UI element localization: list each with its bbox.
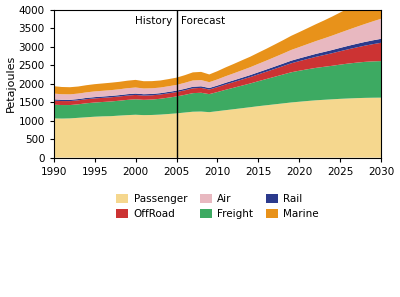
Legend: Passenger, OffRoad, Air, Freight, Rail, Marine: Passenger, OffRoad, Air, Freight, Rail, … <box>112 189 323 223</box>
Text: Forecast: Forecast <box>180 16 225 26</box>
Text: History: History <box>135 16 172 26</box>
Y-axis label: Petajoules: Petajoules <box>6 55 16 112</box>
